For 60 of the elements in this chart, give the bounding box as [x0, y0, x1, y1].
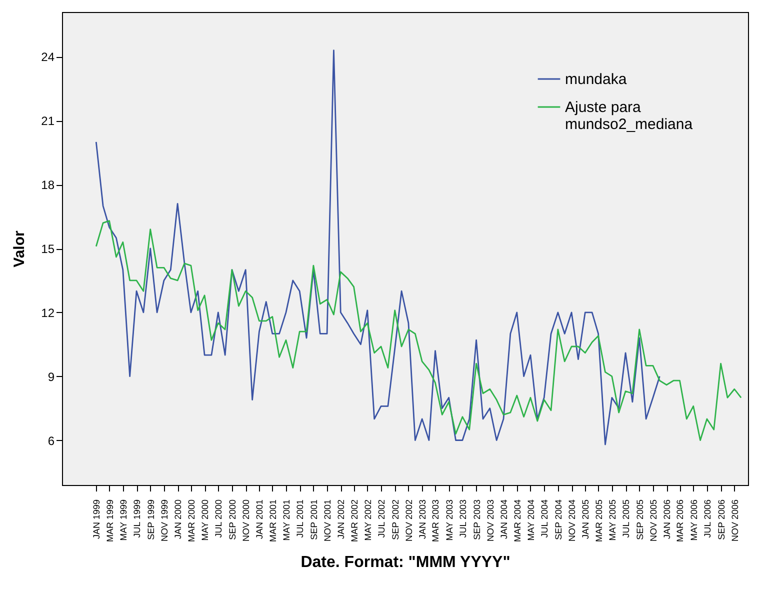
- x-tick-label: MAY 2006: [688, 500, 699, 541]
- x-tick-label: JUL 2000: [214, 500, 224, 538]
- x-tick-label: NOV 2003: [485, 500, 496, 542]
- x-tick-label: MAY 2002: [362, 500, 373, 541]
- x-tick-label: NOV 2000: [241, 500, 252, 542]
- x-tick-label: JAN 2006: [662, 500, 672, 540]
- x-tick-label: SEP 2004: [553, 500, 564, 540]
- x-tick-label: MAR 2005: [594, 500, 604, 542]
- x-tick-label: MAY 2000: [200, 500, 210, 541]
- x-tick-label: JAN 2001: [254, 500, 265, 540]
- x-tick-label: MAR 2004: [512, 500, 522, 542]
- x-tick-label: MAY 1999: [118, 500, 128, 541]
- x-tick-label: SEP 2002: [390, 500, 400, 540]
- x-tick-label: MAY 2001: [281, 500, 292, 541]
- x-tick-label: MAY 2004: [526, 500, 536, 541]
- x-tick-label: MAY 2005: [607, 500, 618, 541]
- x-tick-label: JAN 1999: [92, 500, 102, 540]
- x-tick-label: JAN 2003: [418, 500, 428, 540]
- x-tick-label: MAR 2001: [268, 500, 278, 542]
- x-tick-label: MAY 2003: [444, 500, 454, 541]
- x-tick-label: MAR 2002: [349, 500, 360, 542]
- x-tick-label: JAN 2004: [498, 500, 509, 540]
- y-tick-label: 6: [48, 434, 55, 448]
- x-tick-label: SEP 2001: [308, 500, 319, 540]
- x-tick-label: JAN 2000: [173, 500, 184, 540]
- x-tick-label: SEP 2006: [716, 500, 726, 540]
- x-tick-label: SEP 2005: [634, 500, 645, 540]
- x-tick-label: NOV 2006: [730, 500, 740, 542]
- x-tick-label: JUL 2002: [376, 500, 387, 538]
- y-axis-title: Valor: [11, 230, 28, 268]
- x-tick-label: JUL 2001: [295, 500, 306, 538]
- x-tick-label: JUL 2004: [540, 500, 550, 538]
- x-tick-label: MAR 2006: [675, 500, 686, 542]
- x-tick-label: NOV 1999: [159, 500, 170, 542]
- x-tick-label: JUL 2006: [702, 500, 712, 538]
- x-tick-label: SEP 2003: [472, 500, 482, 540]
- line-series: [95, 220, 742, 441]
- y-tick-label: 12: [41, 306, 55, 320]
- x-axis-title: Date. Format: "MMM YYYY": [300, 554, 510, 572]
- x-tick-label: MAR 1999: [104, 500, 115, 542]
- x-tick-label: JUL 2003: [458, 500, 468, 538]
- x-tick-label: MAR 2003: [430, 500, 441, 542]
- y-tick-label: 21: [41, 114, 55, 128]
- y-tick-label: 15: [41, 242, 55, 256]
- y-tick-label: 18: [41, 178, 55, 192]
- x-tick-label: SEP 2000: [227, 500, 238, 540]
- x-tick-label: NOV 2004: [567, 500, 578, 542]
- x-tick-label: JUL 1999: [132, 500, 142, 538]
- x-tick-label: SEP 1999: [146, 500, 156, 540]
- legend-label: mundaka: [565, 71, 628, 88]
- legend-label: Ajuste para mundso2_mediana: [565, 99, 694, 133]
- x-tick-label: NOV 2005: [648, 500, 658, 542]
- x-tick-label: JUL 2005: [621, 500, 632, 538]
- x-tick-label: JAN 2005: [580, 500, 591, 540]
- x-tick-label: JAN 2002: [336, 500, 346, 540]
- x-tick-label: NOV 2002: [404, 500, 414, 542]
- x-tick-label: NOV 2001: [322, 500, 333, 542]
- y-tick-label: 9: [48, 370, 55, 384]
- y-tick-label: 24: [41, 50, 55, 64]
- x-tick-label: MAR 2000: [186, 500, 196, 542]
